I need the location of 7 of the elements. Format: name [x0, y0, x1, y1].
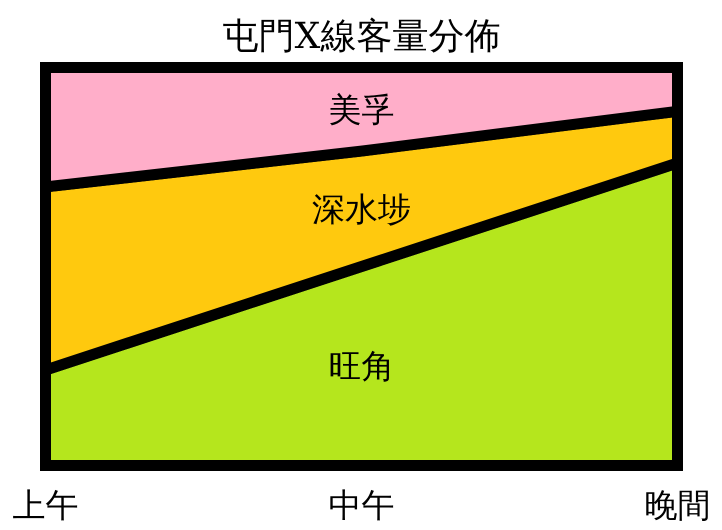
x-tick-label: 上午 [12, 486, 78, 524]
series-label: 旺角 [328, 346, 394, 386]
series-label: 美孚 [328, 90, 394, 129]
x-tick-label: 晚間 [644, 486, 710, 524]
chart-title: 屯門X線客量分佈 [222, 16, 500, 57]
x-tick-label: 中午 [328, 486, 394, 524]
series-label: 深水埗 [312, 189, 411, 228]
